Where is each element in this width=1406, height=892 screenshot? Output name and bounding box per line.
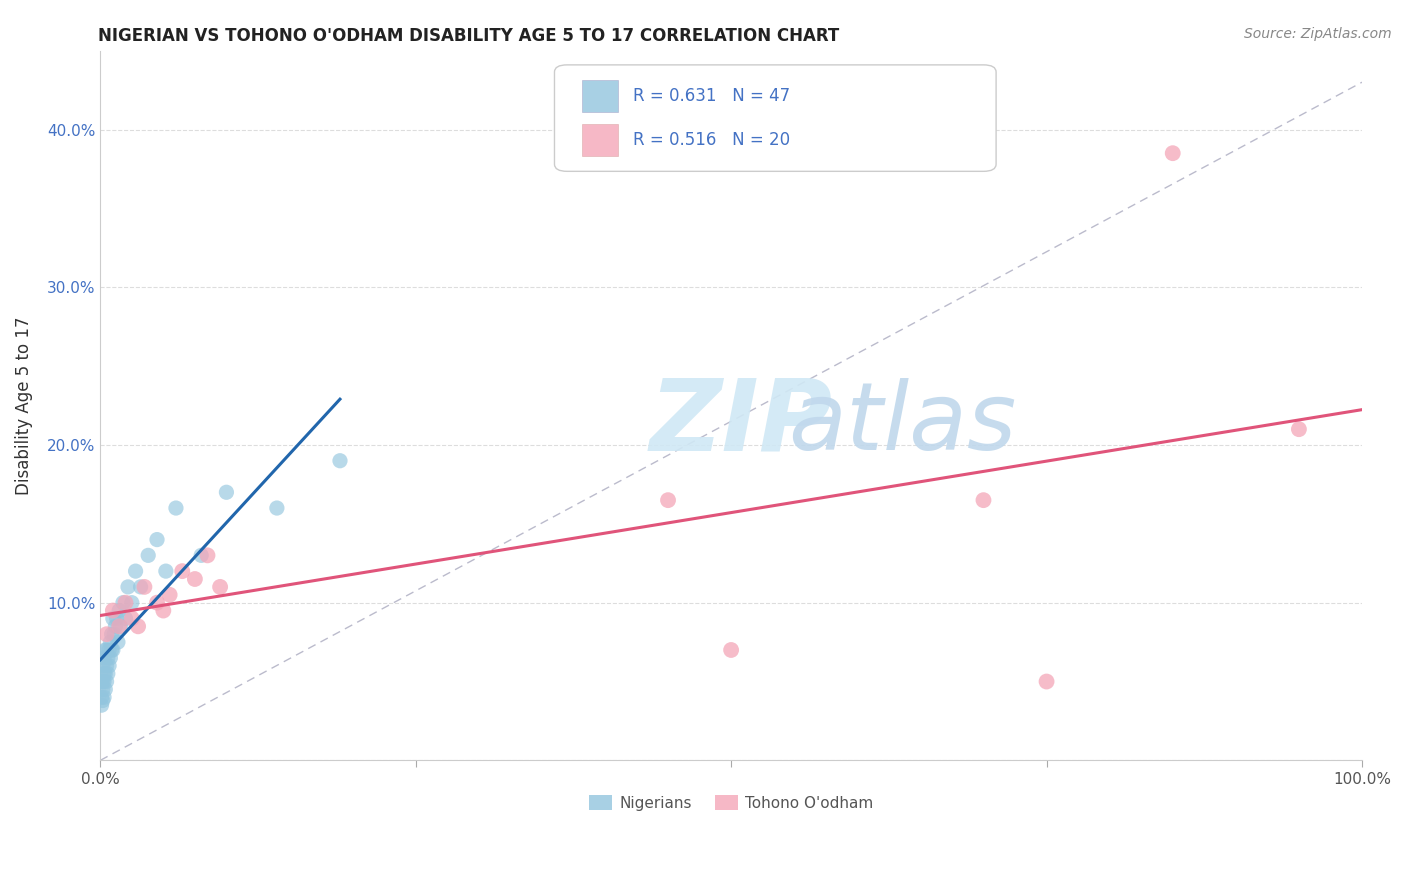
Point xyxy=(91,658,114,673)
Point xyxy=(98,651,121,665)
Point xyxy=(108,619,131,633)
Point xyxy=(155,564,177,578)
Point xyxy=(93,690,115,705)
Point xyxy=(197,549,219,563)
Point xyxy=(121,596,143,610)
Point xyxy=(146,596,169,610)
Point xyxy=(146,533,169,547)
Point xyxy=(215,485,238,500)
Point xyxy=(100,627,122,641)
Point xyxy=(103,627,125,641)
Point xyxy=(105,611,128,625)
Text: Source: ZipAtlas.com: Source: ZipAtlas.com xyxy=(1244,27,1392,41)
Point xyxy=(172,564,194,578)
Point xyxy=(107,635,129,649)
Point xyxy=(98,643,121,657)
Point xyxy=(90,690,112,705)
Point xyxy=(108,603,131,617)
Point xyxy=(190,549,212,563)
Point xyxy=(96,627,118,641)
Point xyxy=(93,674,115,689)
Point xyxy=(657,493,679,508)
Point xyxy=(101,603,124,617)
Point xyxy=(91,674,114,689)
Point xyxy=(94,643,117,657)
Point xyxy=(101,611,124,625)
Point xyxy=(96,674,118,689)
Point xyxy=(98,635,121,649)
Point xyxy=(111,596,134,610)
Point xyxy=(90,698,112,713)
Point xyxy=(124,564,146,578)
Point xyxy=(114,596,136,610)
Point xyxy=(96,643,118,657)
Point xyxy=(117,580,139,594)
Point xyxy=(127,619,149,633)
Point xyxy=(93,651,115,665)
Point xyxy=(100,643,122,657)
Point xyxy=(209,580,232,594)
Point xyxy=(94,682,117,697)
Point xyxy=(134,580,156,594)
Point xyxy=(121,611,143,625)
Point xyxy=(329,454,352,468)
Point xyxy=(91,682,114,697)
Point xyxy=(101,643,124,657)
Point xyxy=(1288,422,1310,436)
Text: R = 0.631   N = 47: R = 0.631 N = 47 xyxy=(633,87,790,105)
Text: R = 0.516   N = 20: R = 0.516 N = 20 xyxy=(633,131,790,149)
Point xyxy=(94,666,117,681)
Point xyxy=(98,658,121,673)
Point xyxy=(720,643,742,657)
Point xyxy=(1035,674,1057,689)
Point xyxy=(1161,146,1184,161)
Text: ZIP: ZIP xyxy=(650,375,832,472)
Point xyxy=(165,501,187,516)
Y-axis label: Disability Age 5 to 17: Disability Age 5 to 17 xyxy=(15,317,32,495)
Text: atlas: atlas xyxy=(787,378,1017,469)
Point xyxy=(972,493,994,508)
Point xyxy=(97,651,120,665)
Point xyxy=(97,666,120,681)
Point xyxy=(93,666,115,681)
Point xyxy=(184,572,207,586)
FancyBboxPatch shape xyxy=(582,124,617,156)
Point xyxy=(90,674,112,689)
FancyBboxPatch shape xyxy=(582,80,617,112)
Point xyxy=(91,693,114,707)
Point xyxy=(110,619,132,633)
Point xyxy=(159,588,181,602)
Point xyxy=(136,549,159,563)
Point xyxy=(129,580,152,594)
Point xyxy=(104,619,127,633)
Point xyxy=(266,501,288,516)
FancyBboxPatch shape xyxy=(554,65,995,171)
Point xyxy=(114,611,136,625)
Point xyxy=(96,658,118,673)
Legend: Nigerians, Tohono O'odham: Nigerians, Tohono O'odham xyxy=(582,789,880,816)
Text: NIGERIAN VS TOHONO O'ODHAM DISABILITY AGE 5 TO 17 CORRELATION CHART: NIGERIAN VS TOHONO O'ODHAM DISABILITY AG… xyxy=(98,27,839,45)
Point xyxy=(152,603,174,617)
